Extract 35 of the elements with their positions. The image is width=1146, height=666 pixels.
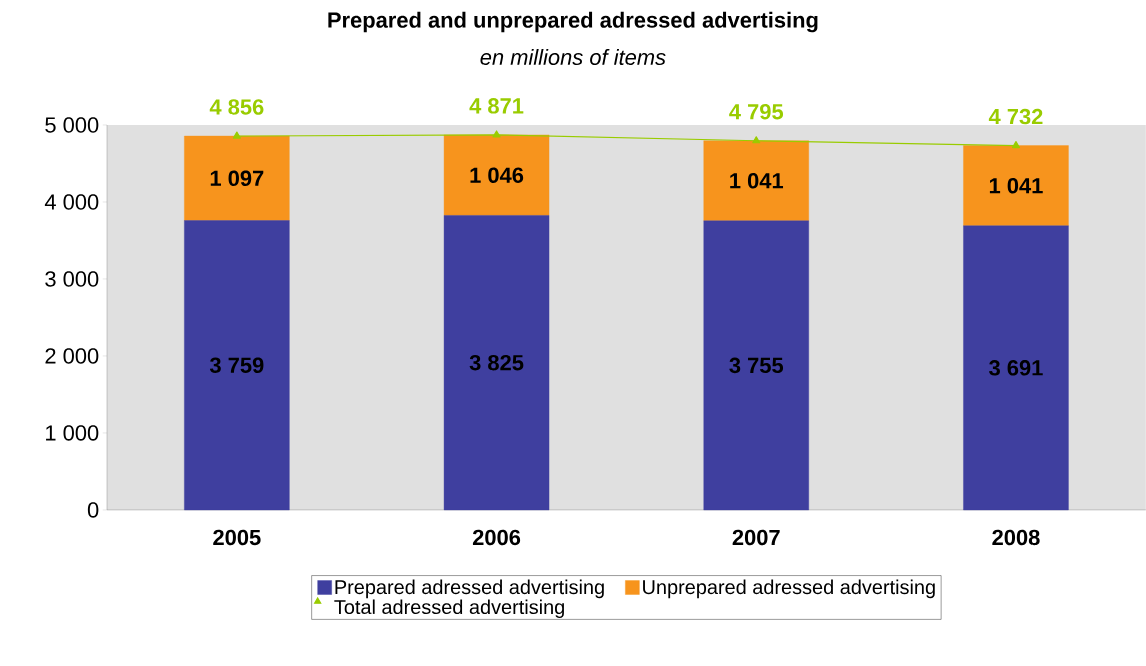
data-label: 4 795 (729, 103, 784, 120)
data-label: 3 825 (469, 354, 524, 371)
legend-label: Unprepared adressed advertising (643, 579, 935, 599)
data-label: 1 046 (470, 167, 524, 183)
data-label: 3 691 (989, 360, 1043, 376)
y-tick-label: 4 000 (44, 194, 99, 210)
legend-label: Total adressed advertising (334, 599, 564, 619)
bar (703, 140, 809, 222)
y-tick-label: 5 000 (45, 117, 99, 133)
x-tick-label: 2006 (472, 529, 521, 546)
bar (184, 220, 290, 511)
y-tick-label: 2 000 (45, 348, 99, 364)
x-tick-label: 2005 (213, 529, 261, 546)
x-tick-label: 2008 (992, 529, 1040, 546)
data-label: 1 097 (210, 170, 264, 187)
bar (184, 135, 290, 221)
data-label: 4 856 (209, 99, 264, 115)
chart-title: Prepared and unprepared adressed advertising (328, 11, 818, 33)
bar (963, 225, 1069, 511)
chart-subtitle: en millions of items (480, 48, 666, 66)
bar (443, 215, 550, 511)
legend-label: Prepared adressed advertising (335, 579, 604, 599)
bar (443, 134, 550, 216)
data-label: 4 732 (988, 108, 1043, 125)
bar (703, 220, 809, 511)
x-tick-label: 2007 (732, 529, 780, 546)
data-label: 4 871 (469, 98, 524, 114)
data-label: 3 755 (729, 357, 784, 374)
data-label: 1 041 (989, 177, 1043, 194)
y-tick-label: 0 (87, 502, 99, 518)
data-label: 3 759 (209, 357, 264, 374)
y-tick-label: 3 000 (45, 271, 99, 287)
bar (963, 145, 1069, 227)
data-label: 1 041 (730, 173, 784, 189)
y-tick-label: 1 000 (46, 425, 99, 441)
